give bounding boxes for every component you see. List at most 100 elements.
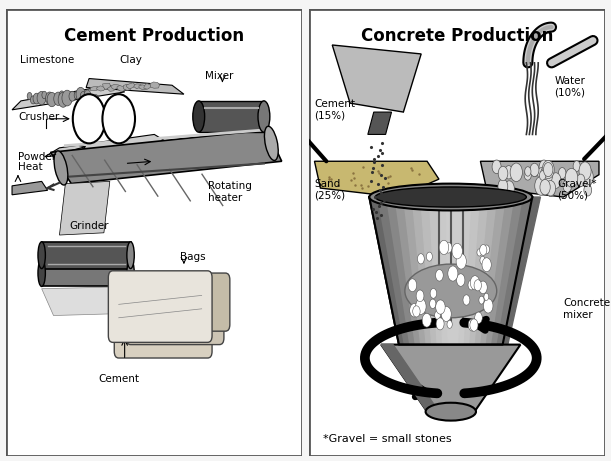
- Circle shape: [93, 95, 99, 104]
- Polygon shape: [123, 84, 131, 90]
- Circle shape: [436, 300, 445, 314]
- Ellipse shape: [265, 126, 278, 160]
- Circle shape: [498, 166, 508, 181]
- Ellipse shape: [375, 187, 526, 207]
- Circle shape: [447, 320, 452, 328]
- Circle shape: [480, 244, 487, 255]
- Circle shape: [510, 163, 522, 182]
- Ellipse shape: [426, 403, 476, 420]
- Circle shape: [42, 91, 47, 99]
- Circle shape: [81, 92, 86, 100]
- Circle shape: [27, 93, 32, 100]
- Circle shape: [470, 319, 478, 331]
- Circle shape: [470, 276, 480, 290]
- Text: Crusher: Crusher: [18, 112, 59, 123]
- Circle shape: [463, 295, 470, 305]
- Polygon shape: [381, 345, 521, 412]
- Circle shape: [430, 289, 437, 298]
- Circle shape: [54, 92, 62, 106]
- Polygon shape: [481, 197, 506, 345]
- Circle shape: [546, 183, 555, 197]
- Polygon shape: [108, 86, 115, 91]
- Text: Clay: Clay: [119, 55, 142, 65]
- Polygon shape: [438, 197, 448, 345]
- Text: Grinder: Grinder: [69, 220, 109, 230]
- Polygon shape: [139, 85, 148, 89]
- Polygon shape: [453, 197, 463, 345]
- Circle shape: [452, 243, 463, 259]
- Text: Limestone: Limestone: [21, 55, 75, 65]
- Polygon shape: [90, 87, 100, 91]
- Polygon shape: [45, 135, 169, 157]
- Circle shape: [577, 174, 585, 187]
- Text: Bags: Bags: [180, 252, 206, 262]
- Text: Sand
(25%): Sand (25%): [315, 179, 346, 201]
- Polygon shape: [144, 83, 153, 89]
- Polygon shape: [404, 197, 426, 345]
- Circle shape: [47, 92, 57, 106]
- Polygon shape: [470, 197, 489, 345]
- Circle shape: [538, 168, 545, 179]
- Polygon shape: [503, 197, 541, 345]
- Circle shape: [544, 162, 553, 177]
- Circle shape: [540, 171, 546, 180]
- Polygon shape: [111, 84, 120, 89]
- Circle shape: [37, 91, 46, 105]
- Circle shape: [457, 255, 465, 267]
- Circle shape: [439, 240, 448, 254]
- Polygon shape: [421, 197, 437, 345]
- Circle shape: [426, 252, 433, 261]
- Polygon shape: [464, 197, 480, 345]
- Circle shape: [422, 313, 431, 327]
- Ellipse shape: [54, 151, 68, 185]
- Circle shape: [441, 307, 452, 321]
- Text: Rotating
heater: Rotating heater: [208, 181, 252, 203]
- FancyBboxPatch shape: [138, 273, 230, 331]
- Circle shape: [539, 160, 549, 175]
- FancyBboxPatch shape: [6, 9, 302, 456]
- Text: Cement: Cement: [98, 374, 139, 384]
- Polygon shape: [395, 197, 420, 345]
- Circle shape: [551, 173, 561, 189]
- Circle shape: [540, 179, 551, 195]
- FancyBboxPatch shape: [199, 101, 264, 132]
- FancyBboxPatch shape: [42, 242, 131, 269]
- Polygon shape: [497, 197, 532, 345]
- Polygon shape: [117, 85, 126, 91]
- Polygon shape: [42, 286, 139, 315]
- Circle shape: [76, 87, 85, 101]
- Circle shape: [436, 270, 443, 281]
- Circle shape: [524, 169, 532, 180]
- Text: Heat: Heat: [18, 162, 43, 172]
- Circle shape: [59, 91, 64, 99]
- Polygon shape: [103, 83, 111, 89]
- Polygon shape: [12, 85, 125, 110]
- Circle shape: [579, 162, 591, 180]
- Circle shape: [477, 249, 481, 256]
- Ellipse shape: [369, 183, 532, 211]
- Circle shape: [74, 92, 79, 99]
- Circle shape: [470, 318, 477, 327]
- Circle shape: [434, 311, 441, 319]
- Circle shape: [412, 306, 420, 317]
- Circle shape: [417, 254, 424, 264]
- Circle shape: [31, 96, 35, 104]
- Circle shape: [546, 181, 555, 196]
- Polygon shape: [412, 197, 431, 345]
- Circle shape: [468, 280, 475, 290]
- Circle shape: [58, 92, 68, 107]
- Polygon shape: [480, 161, 599, 197]
- Circle shape: [410, 303, 419, 317]
- Polygon shape: [86, 78, 184, 94]
- Circle shape: [482, 258, 491, 272]
- Circle shape: [474, 280, 481, 291]
- Circle shape: [475, 312, 482, 324]
- Polygon shape: [378, 197, 409, 345]
- Text: Concrete Production: Concrete Production: [360, 27, 553, 45]
- Circle shape: [73, 94, 105, 143]
- Polygon shape: [126, 83, 136, 89]
- Text: *Gravel = small stones: *Gravel = small stones: [323, 433, 452, 443]
- Text: Powder: Powder: [18, 152, 56, 162]
- Circle shape: [484, 245, 489, 254]
- Circle shape: [468, 319, 477, 331]
